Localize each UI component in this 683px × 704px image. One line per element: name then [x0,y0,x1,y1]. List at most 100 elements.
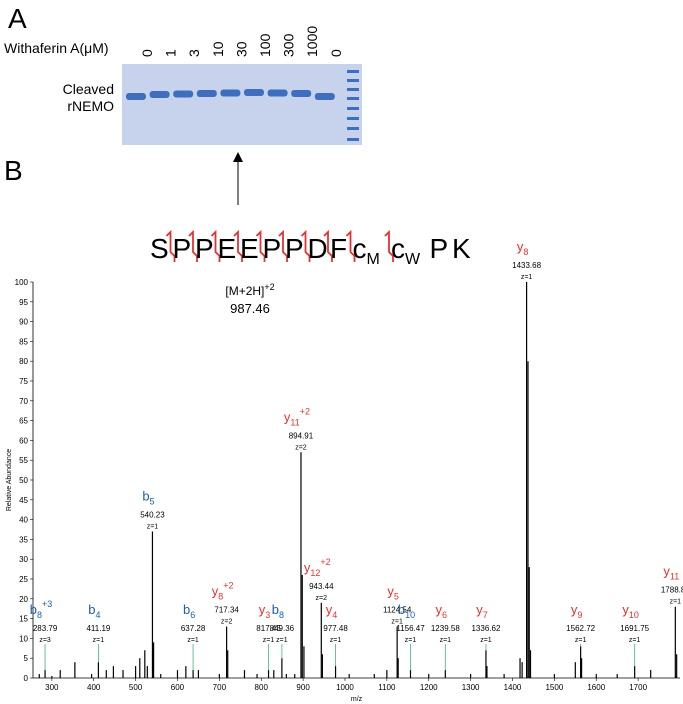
mz-label: 717.34 [214,606,239,615]
z-label: z=3 [39,637,51,644]
x-tick-label: 1400 [504,683,522,692]
precursor-ion: [M+2H]+2 [225,282,274,298]
ion-label: b10 [398,602,415,620]
residue: cW [391,233,421,268]
cleavage-bracket [384,229,394,262]
cleavage-bracket [188,229,198,262]
residue-letter: F [330,233,347,264]
y-tick-label: 55 [19,456,28,465]
cleavage-bracket [255,229,266,262]
y-tick-label: 65 [19,417,28,426]
concentration-label: 0 [328,49,344,57]
ion-index: 10 [405,610,415,620]
ion-letter: b [88,602,95,617]
x-tick-label: 500 [129,683,143,692]
residue: F [330,233,347,264]
ladder-band [347,117,359,120]
cleavage-bracket [278,229,288,262]
x-tick-label: 600 [171,683,185,692]
x-tick-label: 1000 [336,683,354,692]
ion-letter: y [436,602,443,617]
mz-label: 894.91 [289,431,314,440]
y-tick-label: 75 [19,377,28,386]
gel-band [196,90,217,97]
concentration-label: 300 [281,33,297,57]
precursor-mz: 987.46 [230,301,270,316]
residue: E [240,233,259,264]
z-label: z=1 [575,637,587,644]
z-label: z=2 [316,595,328,602]
panel-label: A [8,3,27,34]
residue: P [430,233,449,264]
y-tick-label: 5 [24,654,29,663]
y-tick-label: 20 [19,595,28,604]
ion-label: y8 [517,239,529,257]
gel-band [244,89,264,96]
x-tick-label: 800 [255,683,269,692]
gel-band [126,93,146,100]
ladder-band [347,97,359,100]
z-label: z=1 [670,599,682,606]
z-label: z=1 [391,619,403,626]
ion-letter: y [571,602,578,617]
ion-label: y7 [476,602,488,620]
ion-index: 8 [279,610,284,620]
z-label: z=1 [93,637,105,644]
x-tick-label: 900 [296,683,310,692]
y-tick-label: 80 [19,357,28,366]
x-tick-label: 1200 [420,683,438,692]
ion-letter: y [259,602,266,617]
y-tick-label: 15 [19,615,28,624]
ion-letter: y [387,584,394,599]
ion-index: 11 [290,417,299,427]
x-tick-label: 1100 [378,683,396,692]
mz-label: 849.36 [270,624,295,633]
x-tick-label: 300 [45,683,59,692]
concentration-label: 0 [139,49,155,57]
mz-label: 1336.62 [471,624,500,633]
z-label: z=1 [405,637,417,644]
mz-label: 1433.68 [512,261,541,270]
residue: S [150,233,169,264]
x-axis-label: m/z [351,696,363,703]
x-tick-label: 400 [87,683,101,692]
x-tick-label: 1300 [462,683,480,692]
cleavage-bracket [345,229,356,262]
z-label: z=1 [440,637,452,644]
ion-letter: y [663,564,670,579]
gel-band [173,90,194,98]
gel [122,64,362,145]
ion-letter: y [476,602,483,617]
mz-label: 637.28 [181,624,206,633]
y-tick-label: 0 [24,674,29,683]
residue: P [173,233,192,264]
y-tick-label: 40 [19,516,28,525]
concentration-label: 3 [186,49,202,57]
ion-index: 4 [332,610,337,620]
ion-charge: +2 [223,581,233,591]
band-label: rNEMO [67,98,114,114]
z-label: z=1 [480,637,492,644]
z-label: z=1 [330,637,342,644]
panel-label: B [4,155,23,186]
ion-index: 5 [394,592,399,602]
concentration-label: 1 [163,49,179,57]
concentration-label: 100 [257,33,273,57]
residue: E [218,233,237,264]
y-tick-label: 45 [19,496,28,505]
mz-label: 283.79 [33,624,58,633]
ion-letter: b [30,602,37,617]
y-tick-label: 95 [19,298,28,307]
ion-letter: y [284,409,291,424]
ion-label: y9 [571,602,583,620]
ion-label: y11+2 [284,406,310,427]
ion-index: 10 [629,610,639,620]
ion-label: y4 [326,602,338,620]
ion-letter: b [183,602,190,617]
mz-label: 1562.72 [566,624,595,633]
residue: D [308,233,328,264]
y-tick-label: 50 [19,476,28,485]
y-tick-label: 90 [19,318,28,327]
z-label: z=1 [263,637,275,644]
y-tick-label: 85 [19,337,28,346]
